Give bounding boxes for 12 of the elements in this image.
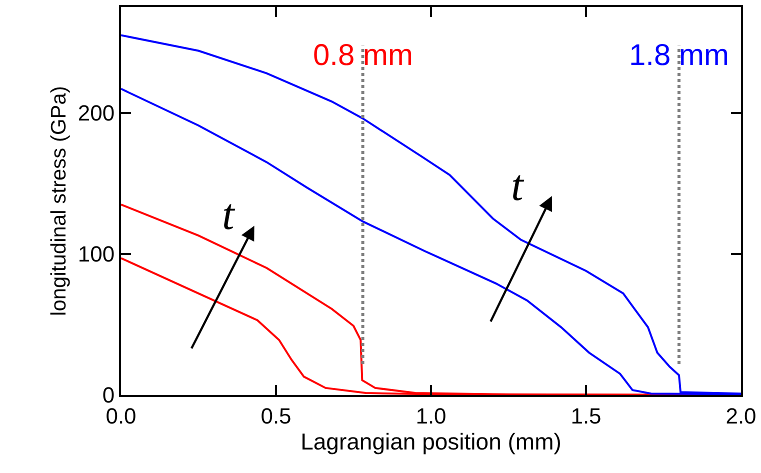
y-axis-title: longitudinal stress (GPa): [48, 86, 71, 316]
annotation: t: [511, 161, 525, 210]
y-tick-label: 100: [78, 242, 115, 267]
x-tick-label: 0.5: [260, 403, 292, 428]
x-tick-label: 1.5: [570, 403, 602, 428]
ref-line-label: 0.8 mm: [313, 39, 414, 72]
y-tick-label: 200: [78, 100, 115, 126]
x-tick-label: 1.0: [416, 403, 446, 428]
x-axis-title: Lagrangian position (mm): [300, 428, 562, 454]
x-tick-label: 2.0: [726, 403, 756, 428]
ref-line-label: 1.8 mm: [629, 39, 730, 72]
annotation: t: [222, 190, 236, 239]
